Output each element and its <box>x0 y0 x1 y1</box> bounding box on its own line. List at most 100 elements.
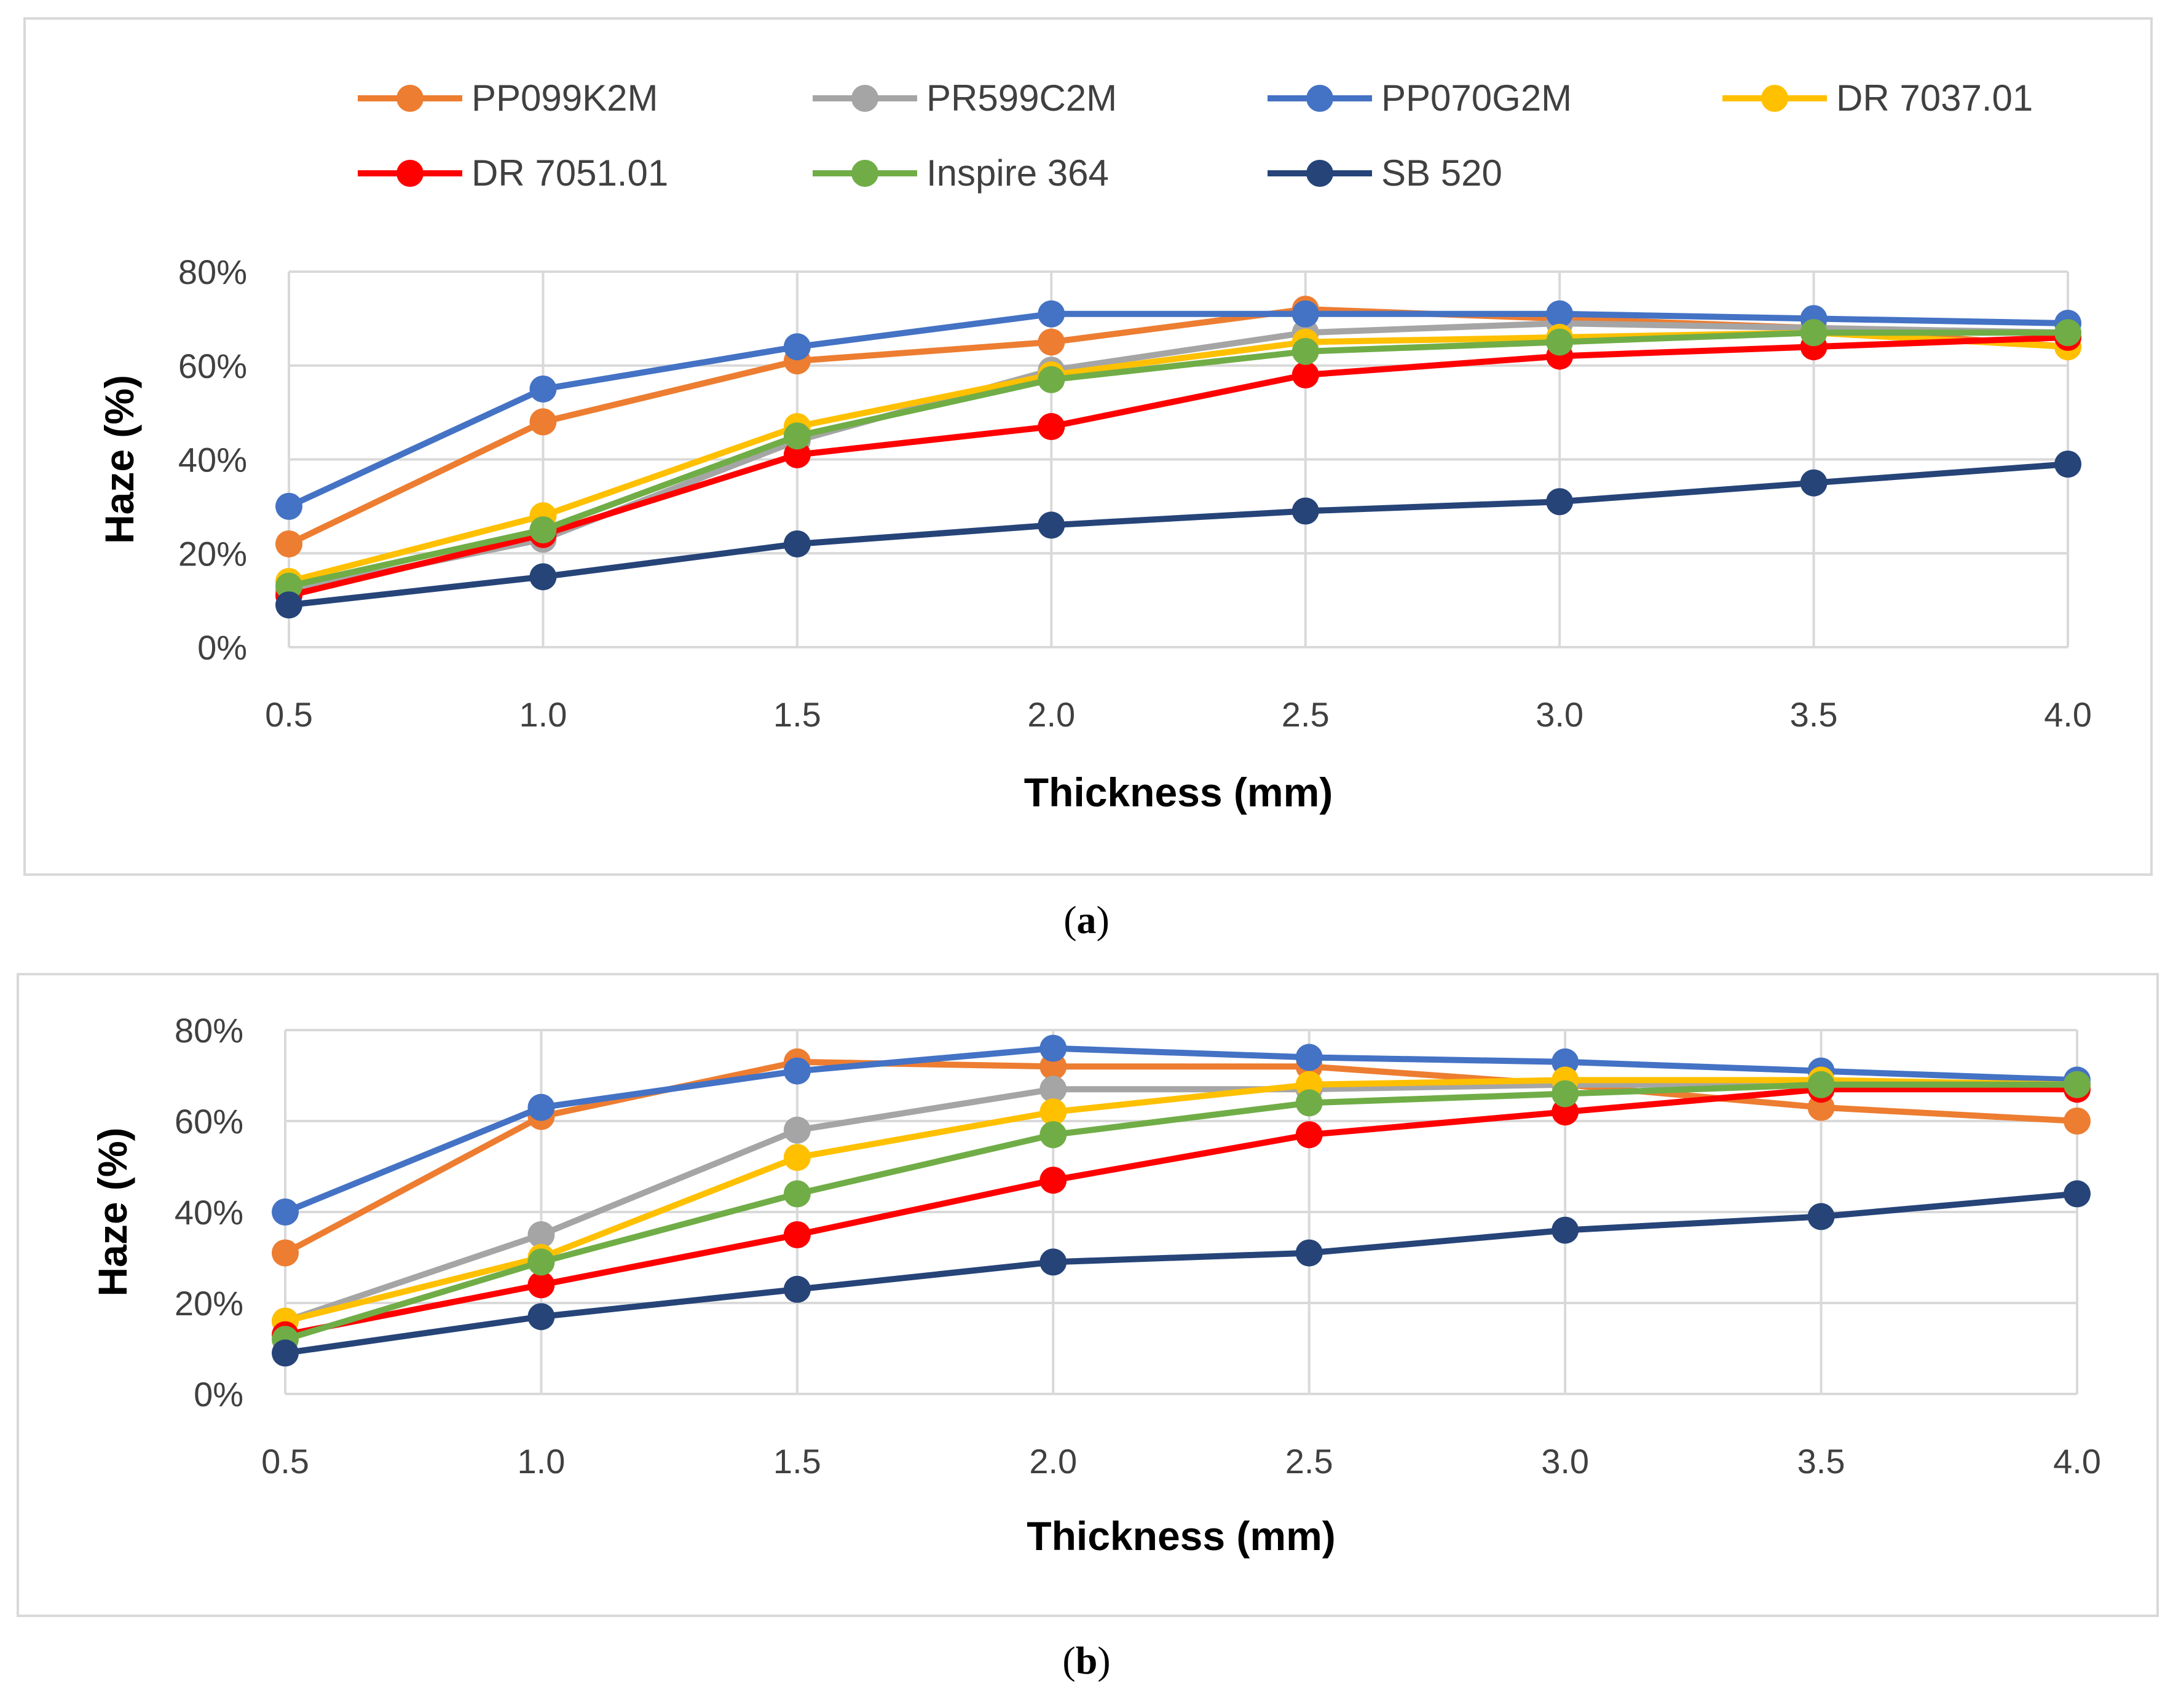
chart-b-x-axis-title: Thickness (mm) <box>1027 1513 1335 1559</box>
chart-a-y-tick-label: 0% <box>197 628 247 667</box>
chart-a-point-sb-520 <box>1292 497 1319 525</box>
chart-b-y-axis-title: Haze (%) <box>90 1127 135 1296</box>
chart-a-series-line-dr-7037-01 <box>286 329 2071 585</box>
chart-a-point-sb-520 <box>275 591 302 619</box>
chart-b-series-line-dr-7037-01 <box>282 1077 2080 1324</box>
chart-panel-a: 0% 20% 40% 60% 80% 0.5 1.0 1.5 2.0 2.5 3.0 3.5 4.0 Th… <box>23 17 2153 876</box>
chart-a-legend-label-dr-7037-01: DR 7037.01 <box>1836 77 2033 119</box>
chart-b-point-sb-520 <box>527 1303 555 1331</box>
chart-a-point-sb-520 <box>783 530 811 557</box>
chart-b-y-tick-label: 60% <box>175 1102 243 1141</box>
chart-b-y-tick-label: 20% <box>175 1284 243 1323</box>
chart-b-point-dr-7037-01 <box>783 1144 811 1171</box>
chart-b-x-tick-label: 1.5 <box>773 1442 821 1481</box>
chart-b-point-dr-7051-01 <box>527 1271 555 1299</box>
chart-b-x-tick-label: 3.5 <box>1797 1442 1845 1481</box>
chart-a-point-inspire-364 <box>275 572 302 600</box>
chart-a-legend-marker-dr-7051-01 <box>396 160 424 187</box>
chart-a-point-pp099k2m <box>275 530 302 557</box>
chart-b-series-line-inspire-364 <box>282 1081 2080 1343</box>
chart-b-point-pp070g2m <box>1039 1034 1067 1062</box>
chart-a-legend-marker-sb-520 <box>1306 160 1333 187</box>
chart-a-point-pp070g2m <box>1292 300 1319 328</box>
chart-b-y-tick-label: 40% <box>175 1193 243 1232</box>
chart-b-point-sb-520 <box>272 1339 299 1367</box>
chart-b-series-line-pp070g2m <box>282 1045 2080 1215</box>
chart-b-series-line-pp099k2m <box>282 1058 2080 1256</box>
chart-a-legend-marker-pp070g2m <box>1306 85 1333 112</box>
chart-a-x-tick-label: 3.0 <box>1536 695 1583 734</box>
chart-b-x-tick-label: 2.5 <box>1285 1442 1333 1481</box>
chart-b-y-tick-label: 80% <box>175 1011 243 1050</box>
chart-a-point-sb-520 <box>1800 469 1828 497</box>
chart-a-point-sb-520 <box>2054 451 2081 478</box>
chart-a-point-pp070g2m <box>275 492 302 520</box>
chart-a-point-inspire-364 <box>1546 328 1574 356</box>
chart-b-point-sb-520 <box>1039 1248 1067 1276</box>
chart-b-point-sb-520 <box>783 1275 811 1303</box>
chart-a-point-sb-520 <box>529 563 557 591</box>
chart-a-x-tick-label: 3.5 <box>1790 695 1838 734</box>
chart-a-legend-label-inspire-364: Inspire 364 <box>926 152 1109 194</box>
chart-a-series-line-dr-7051-01 <box>286 334 2071 599</box>
chart-a-x-axis-title: Thickness (mm) <box>1024 769 1333 815</box>
chart-a-x-tick-label: 4.0 <box>2044 695 2092 734</box>
chart-a-y-axis-title: Haze (%) <box>97 375 142 544</box>
chart-b-point-inspire-364 <box>1295 1089 1323 1117</box>
chart-b-point-pr599c2m <box>527 1221 555 1248</box>
chart-b-point-pr599c2m <box>1039 1076 1067 1103</box>
caption-a: (a) <box>1063 898 1110 942</box>
chart-b-point-dr-7051-01 <box>1039 1167 1067 1194</box>
chart-b-point-inspire-364 <box>527 1248 555 1276</box>
chart-a-legend-label-pr599c2m: PR599C2M <box>926 77 1117 119</box>
chart-a-legend-marker-inspire-364 <box>851 160 878 187</box>
chart-a-series-line-inspire-364 <box>286 329 2071 589</box>
chart-a-legend-label-sb-520: SB 520 <box>1381 152 1502 194</box>
chart-b-point-inspire-364 <box>783 1180 811 1208</box>
chart-b-point-pp070g2m <box>272 1198 299 1226</box>
chart-a-point-pp099k2m <box>1038 328 1065 356</box>
chart-b: 0% 20% 40% 60% 80% 0.5 1.0 1.5 2.0 2.5 3.0 3.5 4.0 Th… <box>90 1011 2101 1559</box>
chart-a-y-tick-label: 20% <box>178 534 247 573</box>
chart-b-series-line-dr-7051-01 <box>282 1086 2080 1338</box>
chart-a-legend-label-dr-7051-01: DR 7051.01 <box>471 152 668 194</box>
chart-b-x-tick-label: 1.0 <box>517 1442 565 1481</box>
chart-a-x-tick-label: 2.5 <box>1282 695 1330 734</box>
chart-a-x-tick-label: 0.5 <box>265 695 313 734</box>
chart-a-point-pp070g2m <box>1546 300 1574 328</box>
chart-b-point-dr-7051-01 <box>783 1221 811 1248</box>
chart-a-point-inspire-364 <box>2054 319 2081 347</box>
chart-a-point-inspire-364 <box>1292 337 1319 365</box>
chart-a-legend-marker-pp099k2m <box>396 85 424 112</box>
chart-b-point-dr-7037-01 <box>1039 1098 1067 1126</box>
chart-b-point-sb-520 <box>2064 1180 2091 1208</box>
chart-a-point-sb-520 <box>1038 511 1065 539</box>
chart-a-y-tick-label: 80% <box>178 253 247 291</box>
chart-b-point-inspire-364 <box>1039 1121 1067 1149</box>
chart-b-x-tick-label: 3.0 <box>1541 1442 1589 1481</box>
chart-a-legend-marker-dr-7037-01 <box>1761 85 1788 112</box>
chart-a-point-pp070g2m <box>1038 300 1065 328</box>
chart-b-point-pp070g2m <box>527 1093 555 1121</box>
chart-b-x-tick-label: 2.0 <box>1029 1442 1077 1481</box>
chart-a-point-dr-7051-01 <box>1292 361 1319 389</box>
chart-a-series-line-pp070g2m <box>286 310 2071 510</box>
chart-b-point-inspire-364 <box>2064 1071 2091 1098</box>
chart-a-legend-label-pp070g2m: PP070G2M <box>1381 77 1572 119</box>
chart-a-point-dr-7051-01 <box>783 441 811 468</box>
chart-b-y-tick-label: 0% <box>194 1375 243 1414</box>
chart-a-point-inspire-364 <box>783 422 811 450</box>
chart-b-x-tick-label: 0.5 <box>261 1442 309 1481</box>
chart-a-legend-marker-pr599c2m <box>851 85 878 112</box>
chart-panel-b: 0% 20% 40% 60% 80% 0.5 1.0 1.5 2.0 2.5 3.0 3.5 4.0 Th… <box>17 973 2159 1617</box>
chart-a-series-line-sb-520 <box>286 461 2071 608</box>
chart-a-y-tick-label: 60% <box>178 347 247 385</box>
chart-a-point-inspire-364 <box>1800 319 1828 347</box>
chart-a-point-sb-520 <box>1546 488 1574 516</box>
chart-a-point-pp099k2m <box>529 408 557 436</box>
chart-b-point-sb-520 <box>1295 1239 1323 1267</box>
chart-a-point-pp070g2m <box>783 333 811 361</box>
chart-b-x-tick-label: 4.0 <box>2053 1442 2101 1481</box>
chart-b-point-dr-7051-01 <box>1295 1121 1323 1149</box>
chart-b-point-pp099k2m <box>2064 1108 2091 1135</box>
